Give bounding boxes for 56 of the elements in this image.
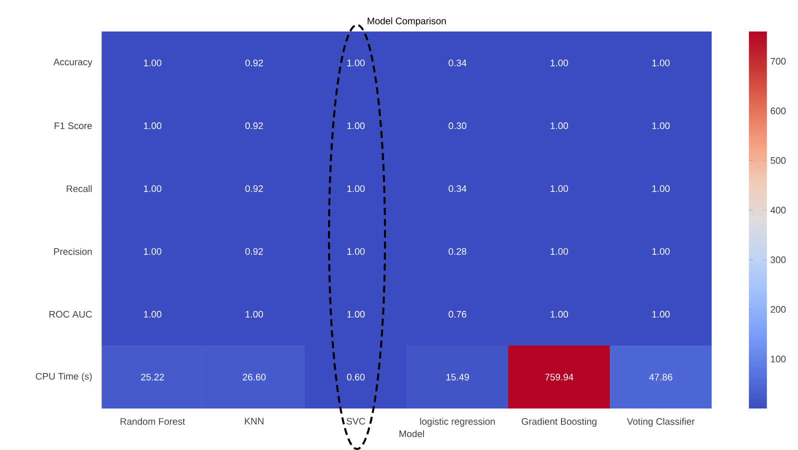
data-label: 0.92 xyxy=(245,248,263,255)
data-label: 47.86 xyxy=(649,374,672,380)
data-label: 1.00 xyxy=(347,60,365,66)
data-label: 1.00 xyxy=(550,310,568,318)
y-tick-label: Precision xyxy=(54,248,92,255)
data-label: 1.00 xyxy=(347,185,365,192)
color-bar-label: 100 xyxy=(770,356,786,362)
data-label: 1.00 xyxy=(144,248,162,255)
data-label: 1.00 xyxy=(144,310,162,318)
data-label: 1.00 xyxy=(550,60,568,66)
color-bar-label: 400 xyxy=(770,206,786,214)
data-label: 1.00 xyxy=(347,248,365,255)
x-tick-label: logistic regression xyxy=(420,418,495,427)
data-label: 1.00 xyxy=(652,60,670,66)
color-bar-label: 600 xyxy=(770,108,786,114)
data-label: 1.00 xyxy=(347,122,365,130)
chart-title: Model Comparison xyxy=(368,17,446,26)
data-label: 759.94 xyxy=(545,374,574,380)
x-axis-title: Model xyxy=(400,430,424,438)
x-tick-label: KNN xyxy=(244,418,264,424)
x-tick-label: Gradient Boosting xyxy=(522,418,596,427)
data-label: 1.00 xyxy=(144,122,162,130)
x-tick-label: Voting Classifier xyxy=(626,418,695,427)
data-label: 1.00 xyxy=(550,185,568,192)
data-label: 1.00 xyxy=(246,310,264,318)
color-bar-label: 300 xyxy=(770,256,786,264)
data-label: 1.00 xyxy=(550,122,568,130)
x-tick-label: Random Forest xyxy=(120,418,186,425)
data-label: 0.92 xyxy=(245,185,263,192)
data-label: 26.60 xyxy=(242,374,266,380)
data-label: 0.34 xyxy=(448,60,466,66)
data-label: 1.00 xyxy=(652,122,670,130)
data-label: 1.00 xyxy=(652,248,670,255)
data-label: 1.00 xyxy=(652,185,670,192)
data-label: 15.49 xyxy=(446,374,469,380)
y-tick-label: F1 Score xyxy=(54,122,92,130)
data-label: 1.00 xyxy=(550,248,568,255)
y-tick-label: Accuracy xyxy=(53,58,92,68)
data-label: 0.28 xyxy=(448,248,466,255)
y-tick-label: CPU Time (s) xyxy=(36,372,92,382)
data-label: 0.92 xyxy=(245,122,263,130)
color-bar-label: 200 xyxy=(770,306,786,313)
data-label: 1.00 xyxy=(144,60,162,66)
y-tick-label: Recall xyxy=(66,185,92,192)
data-label: 25.22 xyxy=(141,374,164,380)
data-label: 0.92 xyxy=(245,60,263,66)
y-tick-label: ROC AUC xyxy=(49,310,92,318)
data-label: 0.34 xyxy=(448,185,466,192)
x-tick-label: SVC xyxy=(346,418,366,425)
color-bar-label: 700 xyxy=(770,58,786,65)
data-label: 0.76 xyxy=(448,310,466,318)
data-label: 0.30 xyxy=(448,122,466,130)
data-label: 0.60 xyxy=(347,374,365,380)
color-bar-label: 500 xyxy=(770,157,786,164)
data-label: 1.00 xyxy=(144,185,162,192)
data-label: 1.00 xyxy=(347,310,365,318)
